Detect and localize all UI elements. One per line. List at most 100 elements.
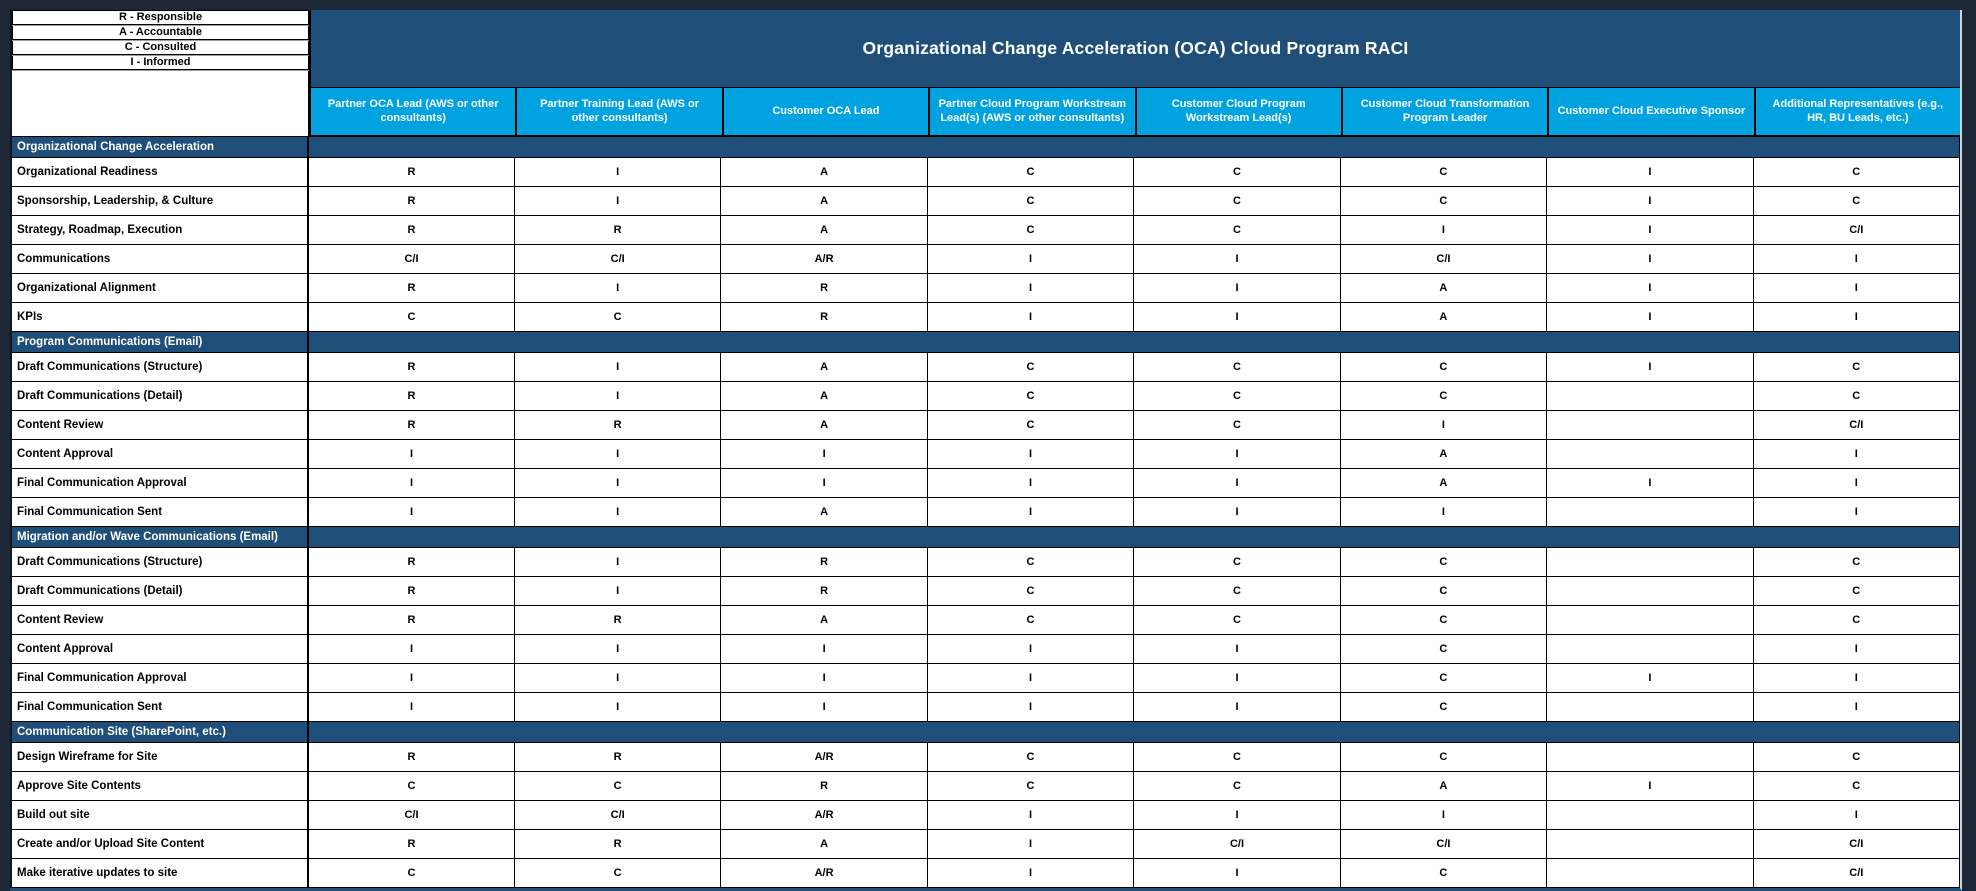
- raci-cell: I: [307, 497, 515, 527]
- raci-cell: C: [1752, 547, 1961, 577]
- raci-cell: R: [513, 829, 722, 859]
- raci-cell: I: [1546, 186, 1754, 216]
- task-label: Approve Site Contents: [10, 771, 309, 801]
- raci-cell: C: [513, 858, 722, 888]
- column-header-partner-oca-lead: Partner OCA Lead (AWS or other consultan…: [311, 87, 516, 135]
- raci-cell: C: [1752, 576, 1961, 606]
- task-label: Make iterative updates to site: [10, 858, 309, 888]
- raci-cell: C: [926, 547, 1135, 577]
- raci-cell: [1546, 829, 1754, 859]
- raci-cell: A: [720, 410, 928, 440]
- raci-cell: I: [307, 468, 515, 498]
- raci-cell: A: [720, 186, 928, 216]
- table-row: Content Review R R A C C I C/I: [10, 410, 1961, 440]
- raci-cell: C: [1339, 742, 1548, 772]
- table-row: Sponsorship, Leadership, & Culture R I A C C C…: [10, 186, 1961, 216]
- table-row: Approve Site Contents C C R C C A I C: [10, 771, 1961, 801]
- raci-cell: I: [1339, 800, 1548, 830]
- raci-cell: C/I: [1752, 410, 1961, 440]
- task-label: Organizational Alignment: [10, 273, 309, 303]
- raci-cell: A: [720, 215, 928, 245]
- raci-cell: I: [1752, 663, 1961, 693]
- raci-cell: R: [307, 742, 515, 772]
- raci-cell: R: [307, 273, 515, 303]
- raci-cell: C: [307, 858, 515, 888]
- task-label: KPIs: [10, 302, 309, 332]
- task-label: Create and/or Upload Site Content: [10, 829, 309, 859]
- raci-cell: C: [926, 410, 1135, 440]
- raci-cell: R: [307, 410, 515, 440]
- raci-cell: I: [307, 663, 515, 693]
- raci-cell: A: [1339, 468, 1548, 498]
- table-row: Final Communication Sent I I I I I C I: [10, 692, 1961, 722]
- raci-cell: C/I: [1752, 215, 1961, 245]
- task-label: Sponsorship, Leadership, & Culture: [10, 186, 309, 216]
- task-label: Draft Communications (Detail): [10, 576, 309, 606]
- raci-cell: C: [1133, 157, 1341, 187]
- raci-cell: C: [1339, 547, 1548, 577]
- raci-cell: R: [307, 605, 515, 635]
- raci-cell: I: [1546, 157, 1754, 187]
- raci-cell: A: [720, 829, 928, 859]
- raci-cell: C: [1752, 771, 1961, 801]
- table-row: Final Communication Approval I I I I I A I I: [10, 468, 1961, 498]
- raci-cell: I: [926, 468, 1135, 498]
- raci-cell: A: [1339, 439, 1548, 469]
- raci-cell: I: [1133, 302, 1341, 332]
- table-row: Draft Communications (Structure) R I R C C C C: [10, 547, 1961, 577]
- raci-cell: C: [1752, 605, 1961, 635]
- raci-cell: A: [720, 381, 928, 411]
- raci-cell: [1546, 576, 1754, 606]
- raci-cell: C/I: [513, 244, 722, 274]
- legend-item-responsible: R - Responsible: [12, 11, 309, 25]
- raci-cell: I: [307, 692, 515, 722]
- column-header-customer-cloud-transformation-program-leader: Customer Cloud Transformation Program Le…: [1340, 87, 1548, 135]
- raci-cell: C: [1339, 352, 1548, 382]
- raci-cell: C: [1133, 742, 1341, 772]
- raci-cell: R: [307, 576, 515, 606]
- raci-cell: C: [1339, 157, 1548, 187]
- raci-cell: I: [307, 634, 515, 664]
- raci-cell: I: [720, 663, 928, 693]
- raci-cell: C: [1339, 634, 1548, 664]
- raci-cell: I: [1752, 244, 1961, 274]
- page-title: Organizational Change Acceleration (OCA)…: [311, 10, 1960, 87]
- task-label: Content Approval: [10, 439, 309, 469]
- raci-cell: C: [926, 576, 1135, 606]
- section-band: [307, 331, 1960, 353]
- raci-cell: I: [513, 157, 722, 187]
- raci-cell: I: [1133, 497, 1341, 527]
- raci-cell: I: [1752, 800, 1961, 830]
- raci-cell: I: [513, 692, 722, 722]
- task-label: Final Communication Sent: [10, 692, 309, 722]
- task-label: Communications: [10, 244, 309, 274]
- raci-cell: C: [1133, 547, 1341, 577]
- raci-cell: I: [1546, 352, 1754, 382]
- header-zone: R - Responsible A - Accountable C - Cons…: [10, 10, 1960, 136]
- raci-sheet: R - Responsible A - Accountable C - Cons…: [10, 10, 1962, 891]
- raci-cell: [1546, 692, 1754, 722]
- table-row: Content Approval I I I I I C I: [10, 634, 1961, 664]
- raci-cell: A/R: [720, 244, 928, 274]
- raci-cell: R: [307, 157, 515, 187]
- task-label: Draft Communications (Structure): [10, 547, 309, 577]
- raci-cell: I: [1133, 858, 1341, 888]
- raci-cell: I: [513, 381, 722, 411]
- raci-cell: C: [1339, 692, 1548, 722]
- raci-cell: I: [926, 634, 1135, 664]
- section-row: Organizational Change Acceleration: [10, 136, 1960, 158]
- raci-cell: I: [1752, 634, 1961, 664]
- column-header-additional-representatives: Additional Representatives (e.g., HR, BU…: [1753, 87, 1960, 135]
- raci-cell: R: [513, 605, 722, 635]
- raci-cell: C: [1752, 381, 1961, 411]
- section-title: Migration and/or Wave Communications (Em…: [10, 526, 309, 548]
- raci-cell: I: [513, 547, 722, 577]
- raci-cell: I: [926, 692, 1135, 722]
- task-label: Final Communication Approval: [10, 663, 309, 693]
- raci-cell: R: [307, 829, 515, 859]
- raci-cell: I: [1339, 215, 1548, 245]
- raci-cell: I: [926, 497, 1135, 527]
- raci-cell: C: [1339, 605, 1548, 635]
- raci-cell: I: [1133, 663, 1341, 693]
- section-title: Communication Site (SharePoint, etc.): [10, 721, 309, 743]
